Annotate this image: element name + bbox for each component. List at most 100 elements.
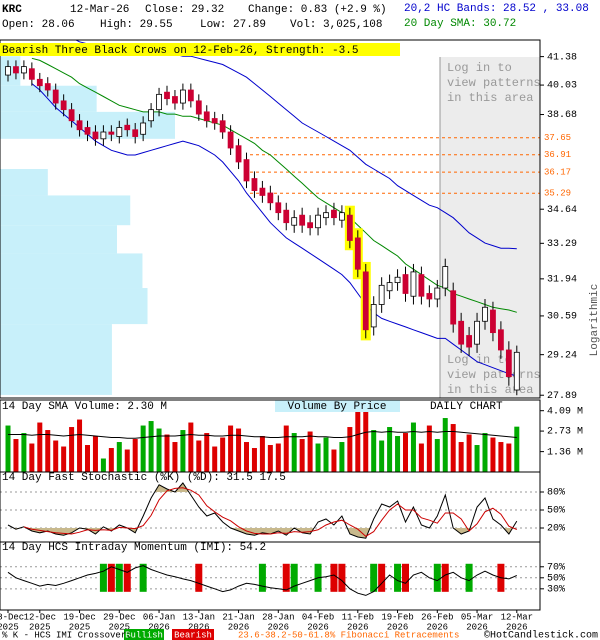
- candle-body: [299, 214, 306, 226]
- volume-bar: [156, 428, 162, 472]
- volume-bar: [188, 422, 194, 472]
- fib-label: 35.29: [544, 189, 571, 199]
- candle-body: [20, 66, 27, 74]
- volume-bar: [371, 430, 377, 472]
- volume-bar: [220, 437, 226, 472]
- volume-bar: [85, 445, 90, 472]
- x-tick-year: 2026: [506, 622, 528, 632]
- volume-by-price-bar: [0, 324, 112, 395]
- bullish-crossover: [99, 563, 107, 592]
- volume-bar: [212, 446, 218, 472]
- candle-body: [394, 276, 401, 284]
- volume-bar: [387, 427, 393, 472]
- x-tick-day: 19-Feb: [381, 612, 413, 622]
- volume-bar: [363, 407, 369, 472]
- candle-body: [124, 124, 131, 131]
- volume-bar: [108, 448, 114, 472]
- x-tick-day: 19-Dec: [63, 612, 95, 622]
- volume-bar: [482, 433, 488, 472]
- x-tick-day: 05-Mar: [461, 612, 493, 622]
- bullish-crossover: [370, 563, 378, 592]
- x-tick-year: 2026: [387, 622, 409, 632]
- y-tick-label: 30%: [547, 584, 565, 595]
- fib-label: 37.65: [544, 133, 571, 143]
- candle-body: [68, 109, 75, 122]
- bands-readout: 20,2 HC Bands: 28.52 , 33.08: [404, 3, 589, 15]
- candle-body: [172, 96, 178, 104]
- volume-bar: [267, 445, 273, 472]
- y-tick-label: 1.36 M: [547, 447, 583, 458]
- candle-body: [36, 78, 43, 87]
- volume-bar: [331, 449, 337, 472]
- candle-body: [331, 209, 337, 219]
- candle-body: [195, 100, 202, 115]
- candle-body: [497, 329, 504, 351]
- login-note: in this area: [447, 91, 533, 105]
- volume-bar: [116, 442, 122, 472]
- indicator-line: [7, 565, 517, 596]
- candle-body: [354, 237, 361, 270]
- y-tick-label: 29.24: [547, 350, 577, 361]
- candle-body: [84, 127, 91, 135]
- bearish-crossover: [441, 563, 449, 592]
- volume-bar: [498, 442, 504, 472]
- candle-body: [5, 66, 11, 76]
- x-tick-year: 2026: [347, 622, 369, 632]
- volume-bar: [228, 425, 234, 472]
- volume-bar: [403, 433, 408, 472]
- volume-sma-line: [8, 430, 517, 439]
- y-tick-label: 4.09 M: [547, 406, 583, 417]
- volume-bar: [164, 434, 170, 472]
- volume-bar: [69, 427, 75, 472]
- band-line: [31, 83, 517, 377]
- volume-by-price-bar: [0, 225, 118, 254]
- x-tick-year: 2026: [307, 622, 329, 632]
- volume-bar: [196, 440, 202, 472]
- volume-bar: [355, 406, 361, 472]
- scale-label: Logarithmic: [589, 284, 600, 357]
- close: Close: 29.32: [145, 4, 224, 16]
- x-tick-day: 08-Dec: [0, 612, 24, 622]
- login-note: Log in to: [447, 61, 512, 75]
- volume-bar: [450, 424, 456, 472]
- volume-title: 14 Day SMA Volume: 2.30 M: [2, 401, 167, 413]
- x-tick-day: 26-Feb: [421, 612, 453, 622]
- indicator-line: [7, 482, 518, 539]
- change: Change: 0.83 (+2.9 %): [248, 4, 387, 16]
- volume-bar: [132, 439, 138, 472]
- candle-body: [442, 266, 449, 289]
- candle-body: [283, 209, 290, 224]
- volume-bar: [148, 421, 154, 472]
- volume-bar: [100, 458, 106, 472]
- candle-body: [378, 284, 385, 305]
- volume-bar: [339, 442, 345, 472]
- volume-bar: [506, 443, 512, 472]
- volume-bar: [244, 442, 249, 472]
- fib-label: 36.91: [544, 150, 571, 160]
- y-tick-label: 80%: [547, 488, 565, 499]
- login-note: in this area: [447, 383, 533, 397]
- y-tick-label: 41.38: [547, 52, 577, 63]
- candle-body: [402, 274, 409, 294]
- candle-body: [187, 89, 194, 102]
- candle-body: [132, 129, 139, 137]
- candle-body: [92, 131, 99, 140]
- volume-by-price-bar: [0, 195, 131, 226]
- volume-bar: [37, 422, 43, 472]
- volume-bar: [204, 433, 210, 472]
- volume-bar: [61, 446, 67, 472]
- candle-body: [179, 89, 186, 104]
- chart-label: DAILY CHART: [430, 401, 503, 413]
- volume-bar: [259, 436, 265, 472]
- bearish-crossover: [123, 563, 131, 592]
- y-tick-label: 20%: [547, 524, 565, 535]
- pattern-text: Bearish Three Black Crows on 12-Feb-26, …: [2, 45, 358, 57]
- volume-bar: [21, 433, 27, 472]
- volume-bar: [418, 443, 424, 472]
- candle-body: [466, 335, 473, 348]
- volume-bar: [307, 431, 313, 472]
- bearish-legend: Bearish: [174, 630, 212, 640]
- candle-body: [362, 271, 369, 331]
